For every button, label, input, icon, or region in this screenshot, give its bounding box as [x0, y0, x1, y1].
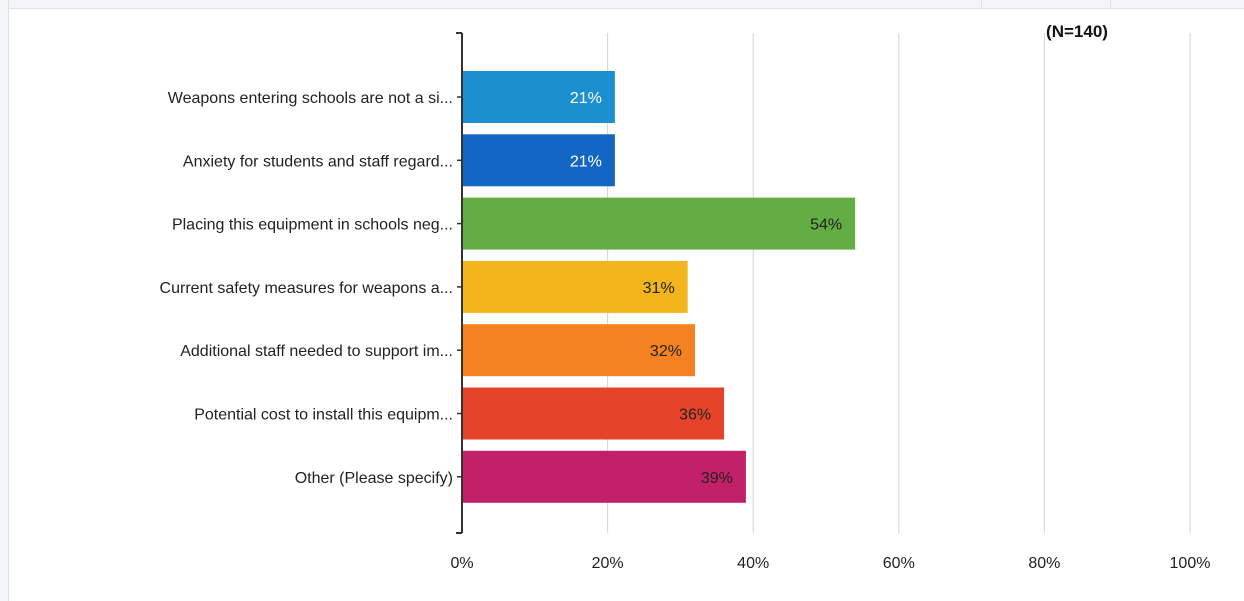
- category-label: Other (Please specify): [295, 470, 453, 487]
- bar-value-label: 36%: [679, 407, 711, 424]
- bar: [462, 197, 856, 250]
- x-tick-label: 20%: [592, 555, 624, 572]
- frame-top-border: [9, 0, 1244, 9]
- x-tick-labels: 0% 20% 40% 60% 80% 100%: [450, 555, 1210, 572]
- x-tick-label: 100%: [1170, 555, 1211, 572]
- bar-value-label: 54%: [810, 217, 842, 234]
- bar-value-label: 21%: [570, 90, 602, 107]
- category-label: Weapons entering schools are not a si...: [168, 90, 453, 107]
- x-tick-label: 80%: [1028, 555, 1060, 572]
- frame-top-divider: [981, 0, 982, 8]
- bar: [462, 324, 695, 377]
- bar-value-label: 39%: [701, 470, 733, 487]
- category-labels: Weapons entering schools are not a si...…: [160, 90, 453, 487]
- category-label: Potential cost to install this equipm...: [194, 407, 453, 424]
- bar: [462, 387, 725, 440]
- x-tick-label: 0%: [450, 555, 473, 572]
- bars: 21% 21% 54% 31% 32% 36% 39%: [462, 71, 856, 503]
- bar-value-label: 32%: [650, 343, 682, 360]
- x-tick-label: 40%: [737, 555, 769, 572]
- bar: [462, 134, 615, 187]
- x-tick-label: 60%: [883, 555, 915, 572]
- y-axis: [456, 32, 463, 534]
- bar: [462, 260, 688, 313]
- category-label: Anxiety for students and staff regard...: [183, 153, 453, 170]
- category-label: Placing this equipment in schools neg...: [172, 217, 453, 234]
- bar: [462, 71, 615, 123]
- bar-value-label: 21%: [570, 153, 602, 170]
- bar-value-label: 31%: [643, 280, 675, 297]
- frame-top-divider: [1110, 0, 1111, 8]
- category-label: Current safety measures for weapons a...: [160, 280, 453, 297]
- frame-left-border: [0, 0, 9, 601]
- sample-size-annotation: (N=140): [1046, 22, 1108, 41]
- category-label: Additional staff needed to support im...: [180, 343, 453, 360]
- bar: [462, 450, 746, 503]
